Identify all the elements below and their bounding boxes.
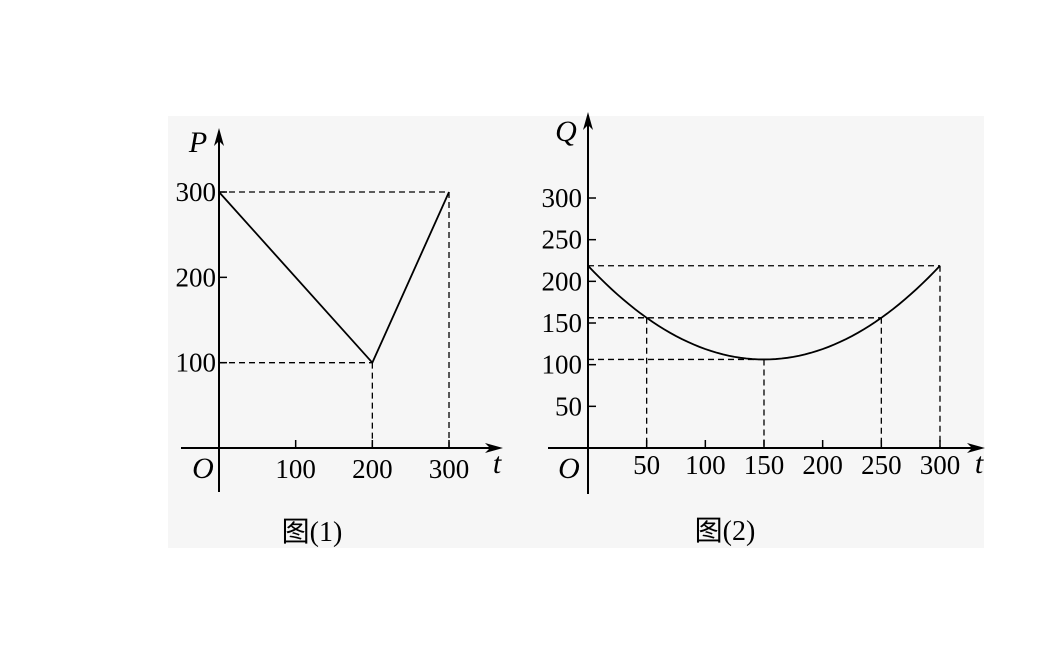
y-tick-label: 100 <box>176 348 217 378</box>
x-tick-label: 300 <box>429 454 470 484</box>
chart-caption: 图(2) <box>695 516 756 547</box>
chart-1: 100 200 300 100 200 300 Pt O 图(1) <box>176 126 503 548</box>
y-axis-arrow-icon <box>583 112 593 130</box>
x-axis-arrow-icon <box>967 443 985 453</box>
x-tick-label: 150 <box>744 450 785 480</box>
y-tick-label: 300 <box>176 177 217 207</box>
x-tick-label: 300 <box>920 450 961 480</box>
series-line-0 <box>587 265 941 361</box>
y-tick-label: 200 <box>176 262 217 292</box>
x-tick-label: 250 <box>861 450 902 480</box>
y-tick-label: 100 <box>542 350 583 380</box>
x-tick-label: 100 <box>275 454 316 484</box>
y-tick-label: 300 <box>542 183 583 213</box>
x-axis-label: t <box>975 447 984 480</box>
y-axis-arrow-icon <box>214 128 224 146</box>
y-tick-label: 250 <box>542 225 583 255</box>
y-axis-label: P <box>188 126 207 159</box>
origin-label: O <box>558 452 580 485</box>
origin-label: O <box>192 452 214 485</box>
y-tick-label: 150 <box>542 308 583 338</box>
chart-caption: 图(1) <box>282 517 343 548</box>
x-axis-label: t <box>493 447 502 480</box>
x-tick-label: 50 <box>633 450 660 480</box>
x-tick-label: 100 <box>685 450 726 480</box>
x-tick-label: 200 <box>352 454 393 484</box>
series-line-0 <box>218 191 450 365</box>
x-axis-arrow-icon <box>485 443 503 453</box>
y-axis-label: Q <box>555 115 577 148</box>
x-tick-label: 200 <box>802 450 843 480</box>
chart-2: 50 100 150 200 250 300 50 100 150 200 250 300 Qt O 图(2… <box>542 112 985 547</box>
y-tick-label: 50 <box>555 391 582 421</box>
y-tick-label: 200 <box>542 266 583 296</box>
figure-background <box>168 116 984 548</box>
